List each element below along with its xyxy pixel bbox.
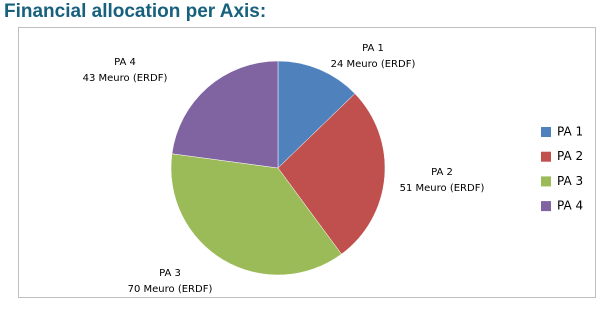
- legend-swatch: [541, 201, 551, 212]
- pie-slice: [277, 60, 356, 169]
- legend-swatch: [541, 176, 551, 187]
- data-label: 70 Meuro (ERDF): [128, 284, 213, 295]
- data-label-category: PA 4: [114, 57, 136, 68]
- pie-slice: [277, 93, 386, 255]
- legend-label: PA 2: [557, 149, 583, 163]
- chart-title: Financial allocation per Axis:: [4, 1, 266, 22]
- legend-label: PA 4: [557, 199, 583, 213]
- data-label: 51 Meuro (ERDF): [400, 183, 485, 194]
- data-label: 43 Meuro (ERDF): [83, 73, 168, 84]
- legend-label: PA 1: [557, 125, 583, 139]
- data-label-category: PA 2: [431, 167, 453, 178]
- legend-swatch: [541, 127, 551, 137]
- data-label-category: PA 3: [159, 268, 181, 279]
- data-label: 24 Meuro (ERDF): [331, 59, 416, 70]
- data-label-category: PA 1: [362, 43, 384, 54]
- legend-swatch: [541, 151, 551, 162]
- pie-slice: [171, 60, 279, 169]
- pie-slice: [170, 153, 342, 276]
- legend-label: PA 3: [557, 174, 583, 188]
